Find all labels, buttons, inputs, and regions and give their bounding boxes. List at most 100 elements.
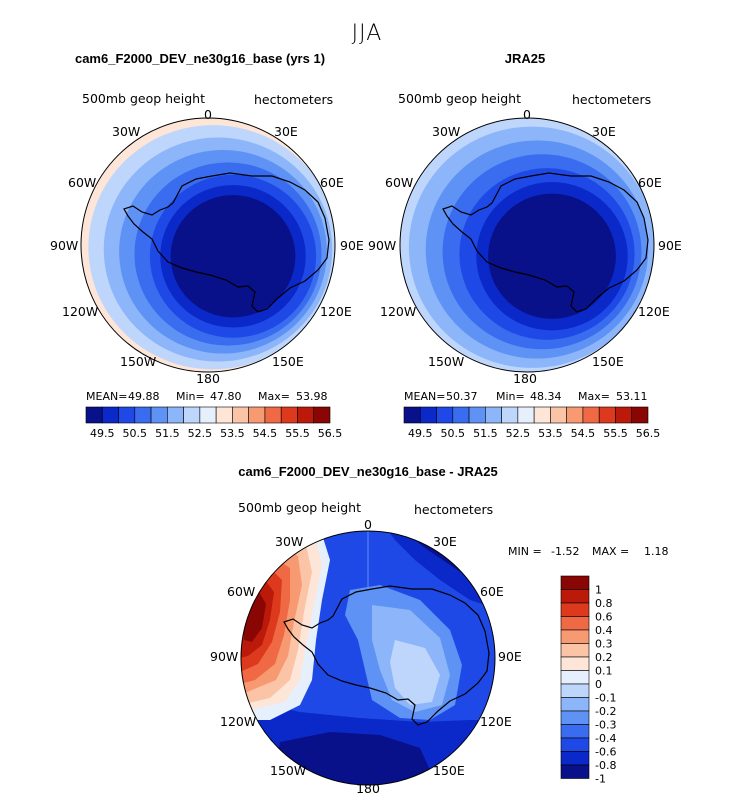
colorbar-swatch [631,406,649,424]
stat-value: 48.34 [530,390,562,403]
colorbar-swatch [560,589,590,604]
panel-obs-stats: MEAN= 50.37 Min= 48.34 Max= 53.11 [404,390,648,403]
colorbar-swatch [101,406,119,424]
colorbar-swatch [199,406,217,424]
lon-label: 0 [523,107,531,122]
colorbar-tick-label: 49.5 [408,427,433,440]
lon-label: 30E [592,124,616,139]
colorbar-swatch [560,575,590,590]
lon-label: 30E [274,124,298,139]
map-border [80,117,336,373]
diff-ea-inner [390,640,440,705]
colorbar-swatch [264,406,282,424]
colorbar-swatch [598,406,616,424]
stat-value: 49.88 [128,390,160,403]
lon-label: 90W [368,238,396,253]
colorbar-swatch [566,406,584,424]
lon-label: 90E [658,238,682,253]
colorbar-tick-label: 52.5 [188,427,213,440]
colorbar-swatch [560,737,590,752]
lon-label: 150E [433,763,465,778]
lon-label: 120W [380,304,416,319]
panel-model-lon-labels: 0 30E 60E 90E 120E 150E 180 150W 120W 90… [50,107,364,386]
lon-label: 120E [638,304,670,319]
panel-obs-colorbar: 49.5 50.5 51.5 52.5 53.5 54.5 55.5 56.5 [403,406,661,440]
colorbar-tick-label: 0.8 [595,597,613,610]
colorbar-tick-label: 1 [595,584,602,597]
colorbar-swatch [560,616,590,631]
colorbar-tick-label: 51.5 [473,427,498,440]
panel-obs: JRA25 500mb geop height hectometers 0 30… [368,51,682,440]
lon-label: 90E [340,238,364,253]
colorbar-swatch [134,406,152,424]
panel-model-title: cam6_F2000_DEV_ne30g16_base (yrs 1) [75,51,325,66]
map-border [399,117,655,373]
colorbar-tick-label: 53.5 [220,427,245,440]
stat-label: MEAN= [404,390,445,403]
colorbar-tick-label: 56.5 [318,427,343,440]
panel-diff-lon-labels: 0 30E 60E 90E 120E 150E 180 150W 120W 90… [210,517,522,796]
lon-label: 150W [428,354,464,369]
panel-model-colorbar: 49.5 50.5 51.5 52.5 53.5 54.5 55.5 56.5 [85,406,343,440]
colorbar-swatch [560,751,590,766]
colorbar-swatch [215,406,233,424]
colorbar-swatch [560,629,590,644]
lon-label: 30E [433,534,457,549]
colorbar-swatch [560,764,590,779]
lon-label: 120E [480,714,512,729]
colorbar-tick-label: 51.5 [155,427,180,440]
lon-label: 180 [356,781,380,796]
stat-label: MEAN= [86,390,127,403]
panel-diff-units: hectometers [414,502,493,517]
colorbar-swatch [550,406,567,424]
lon-label: 150E [272,354,304,369]
panel-obs-lon-labels: 0 30E 60E 90E 120E 150E 180 150W 120W 90… [368,107,682,386]
lon-label: 150E [592,354,624,369]
panel-model-map [81,118,335,372]
colorbar-swatch [560,683,590,698]
lon-label: 60W [227,584,255,599]
colorbar-tick-label: 0.6 [595,611,613,624]
colorbar-tick-label: -0.8 [595,759,616,772]
stat-label: MAX = [592,545,629,558]
lon-label: 90E [498,649,522,664]
panel-diff-map [241,531,495,785]
colorbar-swatch [560,670,590,685]
panel-model: cam6_F2000_DEV_ne30g16_base (yrs 1) 500m… [50,51,364,440]
lon-label: 30W [275,534,303,549]
panel-diff-stats: MIN = -1.52 MAX = 1.18 [508,545,669,558]
stat-value: 47.80 [210,390,242,403]
colorbar-swatch [297,406,315,424]
colorbar-swatch [452,406,470,424]
colorbar-swatch [615,406,633,424]
lon-label: 30W [432,124,460,139]
colorbar-tick-label: 50.5 [123,427,148,440]
colorbar-swatch [248,406,266,424]
colorbar-swatch [560,710,590,725]
panel-model-stats: MEAN= 49.88 Min= 47.80 Max= 53.98 [86,390,328,403]
lon-label: 30W [112,124,140,139]
colorbar-swatch [118,406,136,424]
lon-label: 150W [120,354,156,369]
stat-label: Max= [258,390,290,403]
stat-value: -1.52 [551,545,579,558]
colorbar-swatch [436,406,454,424]
lon-label: 60E [480,584,504,599]
colorbar-swatch [560,643,590,658]
colorbar-tick-label: 54.5 [253,427,278,440]
colorbar-tick-label: 0.3 [595,638,613,651]
stat-value: 1.18 [644,545,669,558]
colorbar-tick-label: -1 [595,773,606,786]
colorbar-swatch [419,406,437,424]
panel-obs-variable: 500mb geop height [398,91,521,106]
lon-label: 60E [638,175,662,190]
lon-label: 60W [68,175,96,190]
colorbar-swatch [85,406,103,424]
colorbar-tick-label: -0.3 [595,719,616,732]
colorbar-swatch [533,406,551,424]
colorbar-swatch [232,406,249,424]
lon-label: 150W [270,763,306,778]
coastline [283,585,490,726]
colorbar-tick-label: 56.5 [636,427,661,440]
